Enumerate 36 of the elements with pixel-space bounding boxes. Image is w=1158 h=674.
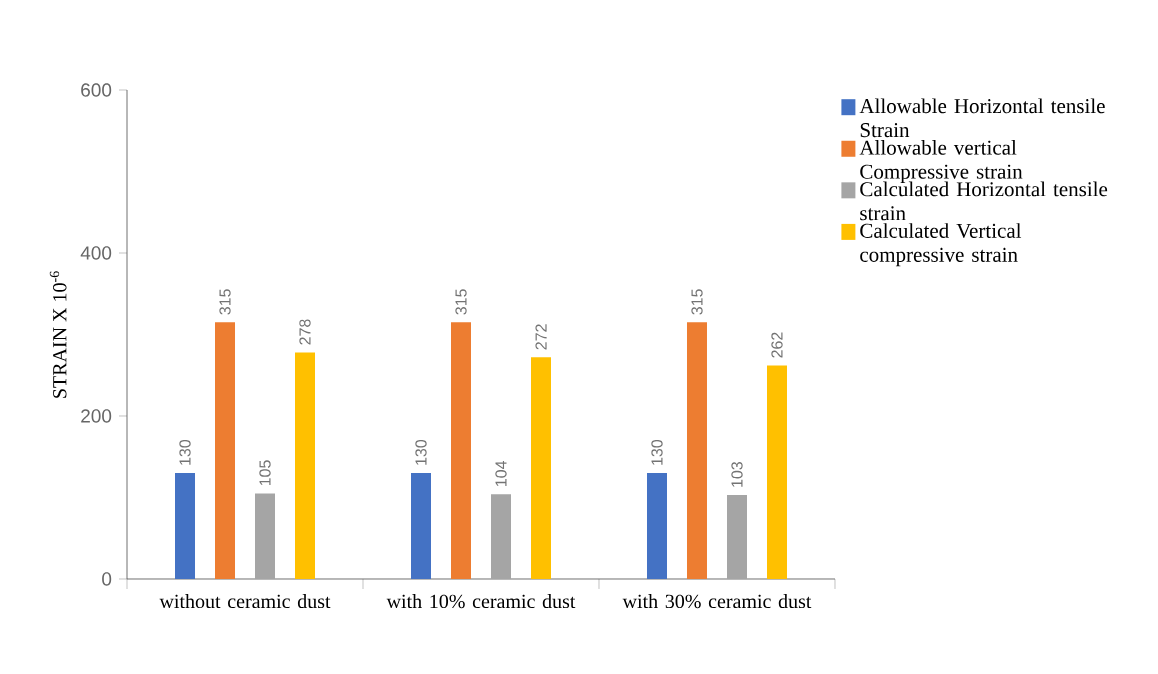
bar [491, 494, 511, 579]
bar [175, 473, 196, 579]
legend-label: Allowable Horizontal tensile Strain [859, 98, 1105, 138]
bar [451, 322, 471, 579]
data-label: 103 [731, 462, 743, 487]
y-tick-label: 600 [81, 83, 112, 97]
legend-label: Calculated Vertical compressive strain [860, 223, 1022, 267]
data-label: 272 [535, 324, 547, 350]
data-label: 315 [691, 289, 703, 315]
data-label: 315 [219, 289, 231, 315]
data-label: 262 [771, 332, 783, 358]
legend-label: Allowable vertical Compressive strain [859, 139, 1023, 183]
x-tick-label: with 10% ceramic dust [386, 594, 576, 609]
data-label: 105 [259, 460, 271, 486]
bar [531, 357, 551, 579]
bar [215, 322, 236, 579]
x-tick-label: with 30% ceramic dust [622, 594, 812, 609]
legend-label: Calculated Horizontal tensile strain [860, 181, 1108, 221]
data-label: 130 [651, 439, 663, 465]
bar [255, 493, 276, 579]
bar [687, 322, 707, 579]
y-tick-label: 200 [81, 409, 112, 423]
x-tick-label: without ceramic dust [159, 594, 331, 609]
data-label: 130 [179, 439, 191, 465]
bar [727, 495, 747, 579]
y-tick-label: 400 [80, 246, 112, 260]
data-label: 278 [299, 319, 311, 345]
y-tick-label: 0 [102, 572, 112, 586]
bar [411, 473, 431, 579]
data-label: 315 [455, 289, 467, 315]
bar [295, 352, 316, 579]
y-axis-title: STRAIN X 10$^{-6}$ [49, 271, 67, 398]
data-label: 104 [495, 460, 507, 486]
bar [767, 365, 787, 579]
data-label: 130 [415, 439, 427, 465]
bar [647, 473, 667, 579]
